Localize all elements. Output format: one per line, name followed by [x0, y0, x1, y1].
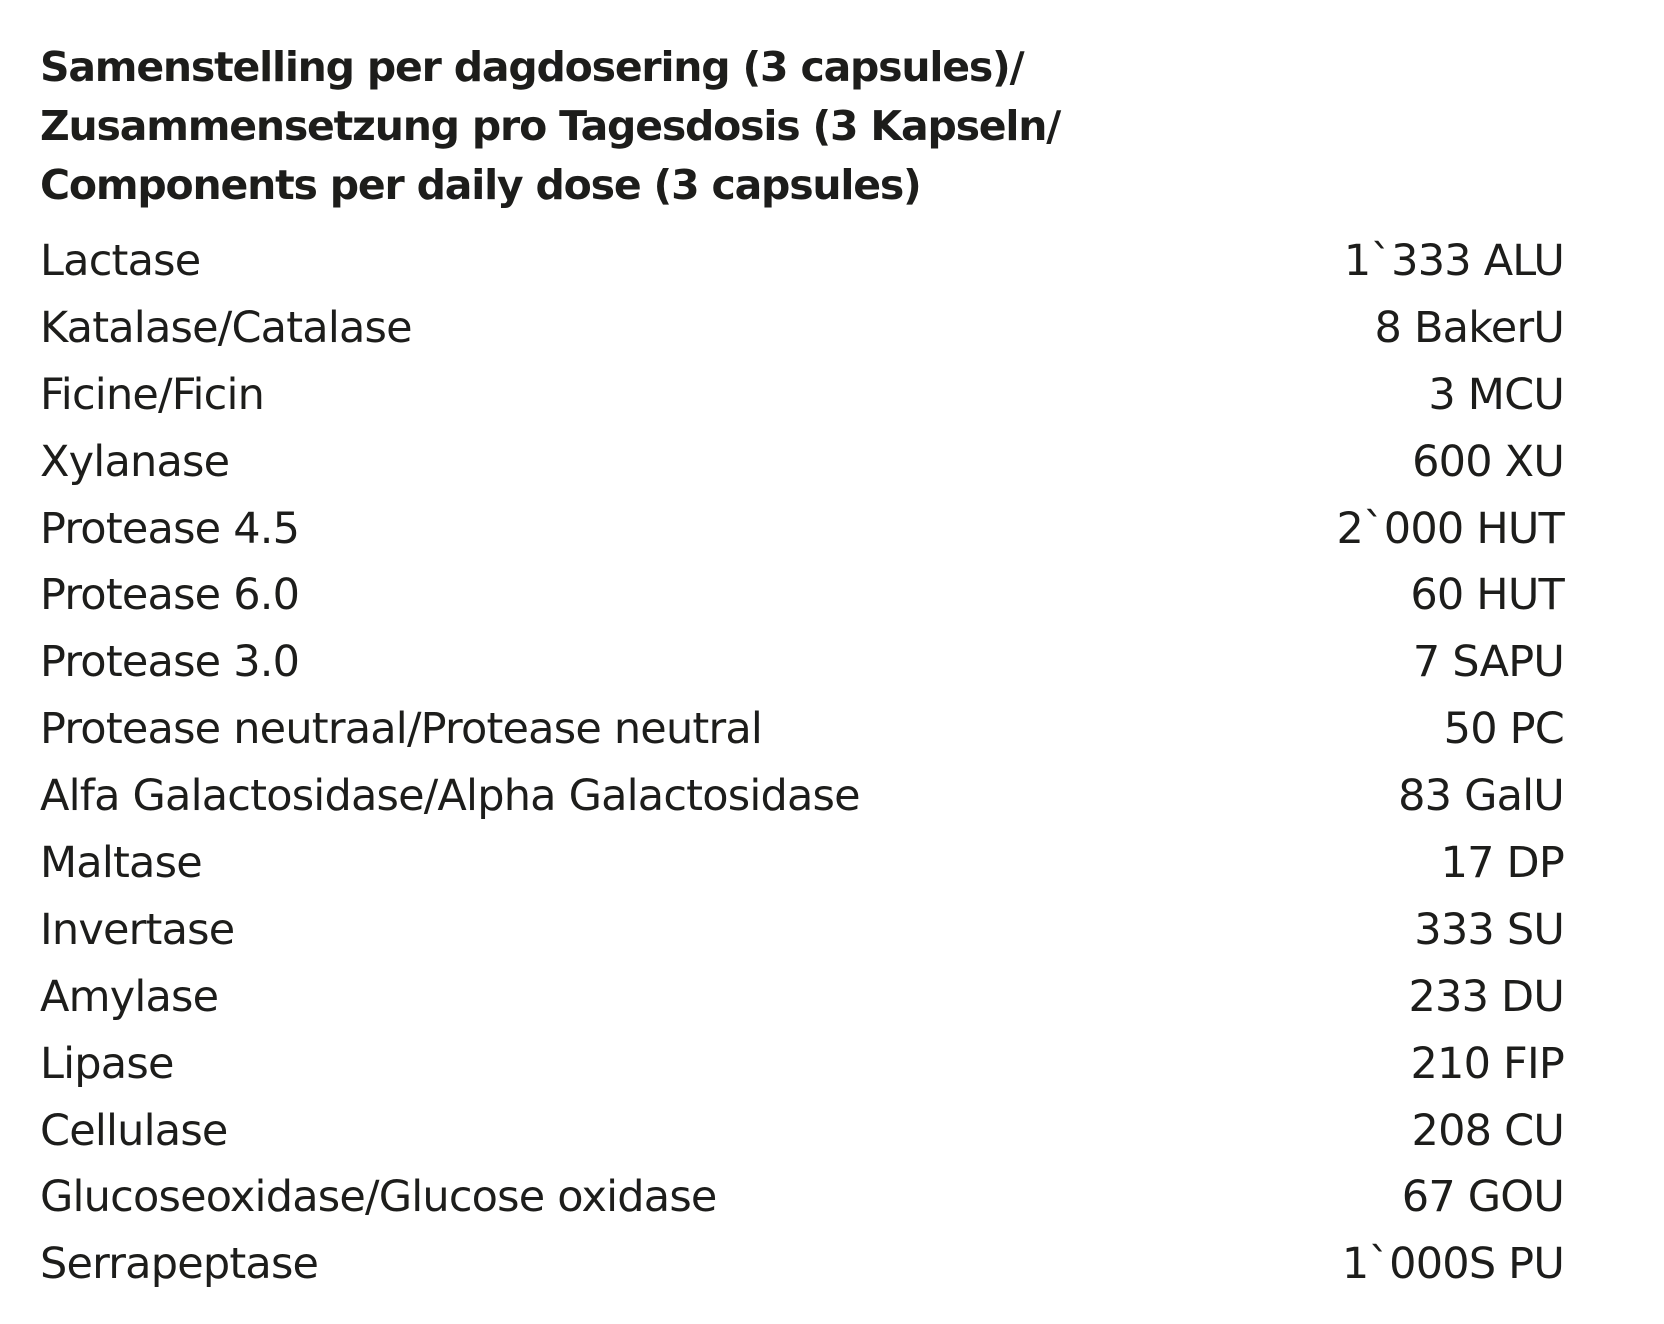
- composition-heading: Samenstelling per dagdosering (3 capsule…: [40, 38, 1061, 215]
- heading-line-german: Zusammensetzung pro Tagesdosis (3 Kapsel…: [40, 102, 1061, 150]
- component-name: Katalase/Catalase: [40, 302, 413, 353]
- component-name: Invertase: [40, 904, 235, 955]
- components-table: Lactase 1`333 ALU Katalase/Catalase 8 Baker…: [40, 228, 1565, 1298]
- component-row: Serrapeptase 1`000S PU: [40, 1231, 1565, 1298]
- component-amount: 3 MCU: [1428, 369, 1564, 420]
- component-name: Lactase: [40, 236, 201, 286]
- component-name: Serrapeptase: [40, 1239, 319, 1290]
- component-amount: 50 PC: [1443, 704, 1565, 755]
- component-name: Alfa Galactosidase/Alpha Galactosidase: [40, 771, 861, 822]
- component-name: Protease neutraal/Protease neutral: [40, 704, 763, 755]
- heading-line-dutch: Samenstelling per dagdosering (3 capsule…: [40, 43, 1025, 91]
- component-row: Protease 3.0 7 SAPU: [40, 629, 1565, 696]
- component-name: Glucoseoxidase/Glucose oxidase: [40, 1172, 717, 1223]
- component-amount: 60 HUT: [1410, 570, 1564, 621]
- component-name: Xylanase: [40, 436, 230, 487]
- component-amount: 8 BakerU: [1374, 302, 1565, 353]
- component-amount: 208 CU: [1411, 1105, 1565, 1156]
- component-name: Ficine/Ficin: [40, 369, 265, 420]
- component-amount: 1`000S PU: [1341, 1239, 1565, 1290]
- component-row: Maltase 17 DP: [40, 830, 1565, 897]
- component-row: Xylanase 600 XU: [40, 429, 1565, 496]
- component-name: Protease 3.0: [40, 637, 300, 688]
- component-amount: 17 DP: [1440, 838, 1565, 889]
- component-row: Lipase 210 FIP: [40, 1031, 1565, 1098]
- component-amount: 600 XU: [1412, 436, 1565, 487]
- component-row: Invertase 333 SU: [40, 897, 1565, 964]
- component-name: Maltase: [40, 838, 203, 889]
- component-amount: 67 GOU: [1401, 1172, 1565, 1223]
- component-amount: 333 SU: [1414, 904, 1565, 955]
- component-row: Glucoseoxidase/Glucose oxidase 67 GOU: [40, 1164, 1565, 1231]
- component-name: Cellulase: [40, 1105, 228, 1156]
- component-row: Cellulase 208 CU: [40, 1098, 1565, 1165]
- component-name: Lipase: [40, 1038, 174, 1089]
- component-row: Amylase 233 DU: [40, 964, 1565, 1031]
- component-amount: 233 DU: [1408, 971, 1564, 1022]
- component-row: Protease 4.5 2`000 HUT: [40, 496, 1565, 563]
- component-row: Lactase 1`333 ALU: [40, 228, 1565, 295]
- component-amount: 83 GalU: [1398, 771, 1565, 822]
- component-amount: 2`000 HUT: [1336, 503, 1565, 554]
- component-row: Katalase/Catalase 8 BakerU: [40, 295, 1565, 362]
- heading-line-english: Components per daily dose (3 capsules): [40, 161, 922, 209]
- component-name: Amylase: [40, 971, 219, 1022]
- component-row: Ficine/Ficin 3 MCU: [40, 362, 1565, 429]
- component-row: Protease neutraal/Protease neutral 50 PC: [40, 696, 1565, 763]
- component-amount: 210 FIP: [1410, 1038, 1565, 1089]
- component-name: Protease 4.5: [40, 503, 300, 554]
- component-amount: 1`333 ALU: [1343, 236, 1565, 286]
- component-row: Protease 6.0 60 HUT: [40, 562, 1565, 629]
- component-name: Protease 6.0: [40, 570, 300, 621]
- component-amount: 7 SAPU: [1412, 637, 1565, 688]
- component-row: Alfa Galactosidase/Alpha Galactosidase 83…: [40, 763, 1565, 830]
